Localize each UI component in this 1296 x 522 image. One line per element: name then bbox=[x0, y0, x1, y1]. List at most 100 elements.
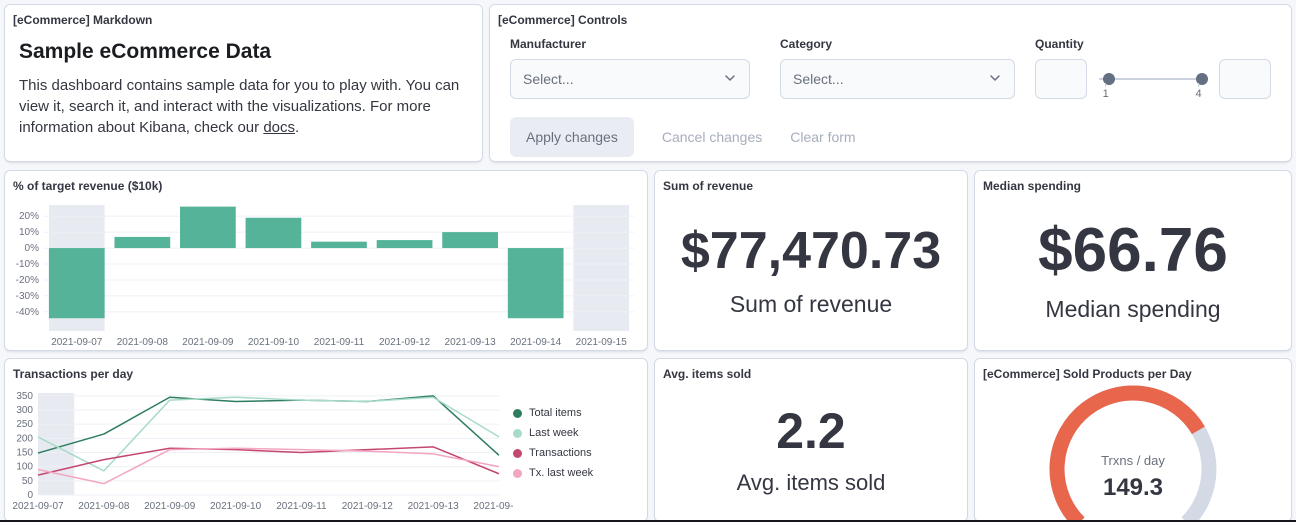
legend-label: Last week bbox=[529, 427, 579, 439]
markdown-text-end: . bbox=[295, 119, 299, 136]
svg-text:2021-09-10: 2021-09-10 bbox=[248, 337, 300, 348]
bar-chart[interactable]: 20% 10% 0% -10% -20% -30% -40% 2021-09-07 2021-0… bbox=[8, 197, 644, 349]
panel-median-spending: Median spending $66.76 Median spending bbox=[974, 170, 1292, 351]
legend-item[interactable]: Last week bbox=[513, 427, 641, 439]
markdown-body: This dashboard contains sample data for … bbox=[5, 64, 482, 138]
legend-label: Tx. last week bbox=[529, 467, 593, 479]
svg-text:2021-09-15: 2021-09-15 bbox=[576, 337, 628, 348]
markdown-heading: Sample eCommerce Data bbox=[5, 27, 482, 64]
manufacturer-placeholder: Select... bbox=[523, 71, 574, 87]
svg-text:0: 0 bbox=[27, 490, 33, 501]
svg-text:300: 300 bbox=[16, 405, 33, 416]
panel-sold-products: [eCommerce] Sold Products per Day Trxns … bbox=[974, 358, 1292, 522]
panel-sum-revenue: Sum of revenue $77,470.73 Sum of revenue bbox=[654, 170, 968, 351]
svg-text:2021-09-11: 2021-09-11 bbox=[314, 337, 365, 348]
panel-target-revenue: % of target revenue ($10k) 20% 10% 0% -10% -… bbox=[4, 170, 648, 351]
svg-text:2021-09-14: 2021-09-14 bbox=[510, 337, 562, 348]
svg-text:-30%: -30% bbox=[16, 291, 39, 302]
manufacturer-field: Manufacturer Select... bbox=[510, 37, 750, 99]
panel-title: [eCommerce] Controls bbox=[490, 5, 1291, 27]
panel-title: Sum of revenue bbox=[655, 171, 967, 193]
svg-text:2021-09-08: 2021-09-08 bbox=[78, 501, 130, 512]
legend-item[interactable]: Tx. last week bbox=[513, 467, 641, 479]
metric-value: 2.2 bbox=[776, 406, 846, 456]
docs-link[interactable]: docs bbox=[263, 119, 295, 136]
chevron-down-icon bbox=[723, 71, 737, 88]
metric-value: $77,470.73 bbox=[681, 225, 941, 277]
svg-text:0%: 0% bbox=[25, 243, 40, 254]
svg-text:2021-09-10: 2021-09-10 bbox=[210, 501, 262, 512]
svg-text:2021-09-07: 2021-09-07 bbox=[51, 337, 103, 348]
svg-text:100: 100 bbox=[16, 462, 33, 473]
quantity-max-input[interactable] bbox=[1219, 59, 1271, 99]
metric-label: Sum of revenue bbox=[730, 291, 892, 318]
slider-tick-min: 1 bbox=[1103, 88, 1109, 100]
line-chart[interactable]: 350 300 250 200 150 100 50 02021-09-07 2021-09-0… bbox=[8, 385, 513, 513]
svg-text:-20%: -20% bbox=[16, 275, 39, 286]
gauge-chart[interactable]: Trxns / day149.3 bbox=[983, 381, 1283, 522]
metric-value: $66.76 bbox=[1038, 220, 1228, 282]
kibana-dashboard: { "colors": { "background": "#F5F7FA", "… bbox=[0, 0, 1296, 522]
legend-dot bbox=[513, 449, 522, 458]
panel-title: % of target revenue ($10k) bbox=[5, 171, 647, 193]
panel-title: [eCommerce] Markdown bbox=[5, 5, 482, 27]
svg-text:150: 150 bbox=[16, 448, 33, 459]
slider-track bbox=[1099, 78, 1207, 80]
svg-text:2021-09-08: 2021-09-08 bbox=[117, 337, 169, 348]
metric-label: Avg. items sold bbox=[737, 470, 886, 496]
legend-item[interactable]: Transactions bbox=[513, 447, 641, 459]
legend-dot bbox=[513, 469, 522, 478]
panel-markdown: [eCommerce] Markdown Sample eCommerce Da… bbox=[4, 4, 483, 162]
svg-text:250: 250 bbox=[16, 419, 33, 430]
svg-text:2021-09-11: 2021-09-11 bbox=[276, 501, 327, 512]
markdown-text: This dashboard contains sample data for … bbox=[19, 77, 459, 136]
chart-legend: Total items Last week Transactions Tx. last… bbox=[513, 381, 641, 513]
manufacturer-select[interactable]: Select... bbox=[510, 59, 750, 99]
svg-text:-10%: -10% bbox=[16, 259, 39, 270]
category-placeholder: Select... bbox=[793, 71, 844, 87]
category-field: Category Select... bbox=[780, 37, 1015, 99]
category-label: Category bbox=[780, 37, 1015, 51]
manufacturer-label: Manufacturer bbox=[510, 37, 750, 51]
svg-text:20%: 20% bbox=[19, 211, 39, 222]
metric-label: Median spending bbox=[1045, 296, 1220, 323]
svg-text:149.3: 149.3 bbox=[1103, 474, 1163, 501]
svg-text:2021-09-13: 2021-09-13 bbox=[408, 501, 460, 512]
svg-text:350: 350 bbox=[16, 391, 33, 402]
svg-text:-40%: -40% bbox=[16, 307, 39, 318]
svg-text:200: 200 bbox=[16, 433, 33, 444]
quantity-field: Quantity 1 4 bbox=[1035, 37, 1271, 103]
svg-text:2021-09-09: 2021-09-09 bbox=[182, 337, 234, 348]
cancel-changes-button[interactable]: Cancel changes bbox=[662, 129, 762, 145]
panel-avg-items: Avg. items sold 2.2 Avg. items sold bbox=[654, 358, 968, 522]
category-select[interactable]: Select... bbox=[780, 59, 1015, 99]
svg-text:2021-09-14: 2021-09-14 bbox=[473, 501, 513, 512]
panel-controls: [eCommerce] Controls Manufacturer Select… bbox=[489, 4, 1292, 162]
panel-title: Median spending bbox=[975, 171, 1291, 193]
legend-dot bbox=[513, 409, 522, 418]
quantity-label: Quantity bbox=[1035, 37, 1271, 51]
slider-tickmark-min bbox=[1105, 83, 1106, 87]
legend-label: Total items bbox=[529, 407, 582, 419]
clear-form-button[interactable]: Clear form bbox=[790, 129, 855, 145]
legend-item[interactable]: Total items bbox=[513, 407, 641, 419]
panel-title: [eCommerce] Sold Products per Day bbox=[975, 359, 1291, 381]
metric: 2.2 Avg. items sold bbox=[655, 381, 967, 521]
panel-transactions: Transactions per day 3503002502001501005… bbox=[4, 358, 648, 522]
svg-text:2021-09-12: 2021-09-12 bbox=[379, 337, 431, 348]
panel-title: Avg. items sold bbox=[655, 359, 967, 381]
svg-text:10%: 10% bbox=[19, 227, 39, 238]
svg-text:2021-09-13: 2021-09-13 bbox=[445, 337, 497, 348]
svg-text:2021-09-07: 2021-09-07 bbox=[12, 501, 64, 512]
svg-text:2021-09-12: 2021-09-12 bbox=[342, 501, 394, 512]
metric: $77,470.73 Sum of revenue bbox=[655, 193, 967, 350]
slider-tick-max: 4 bbox=[1196, 88, 1202, 100]
legend-dot bbox=[513, 429, 522, 438]
chevron-down-icon bbox=[988, 71, 1002, 88]
quantity-slider[interactable]: 1 4 bbox=[1097, 59, 1209, 103]
svg-text:50: 50 bbox=[22, 476, 34, 487]
svg-text:2021-09-09: 2021-09-09 bbox=[144, 501, 196, 512]
apply-changes-button[interactable]: Apply changes bbox=[510, 117, 634, 157]
quantity-min-input[interactable] bbox=[1035, 59, 1087, 99]
slider-tickmark-max bbox=[1198, 83, 1199, 87]
